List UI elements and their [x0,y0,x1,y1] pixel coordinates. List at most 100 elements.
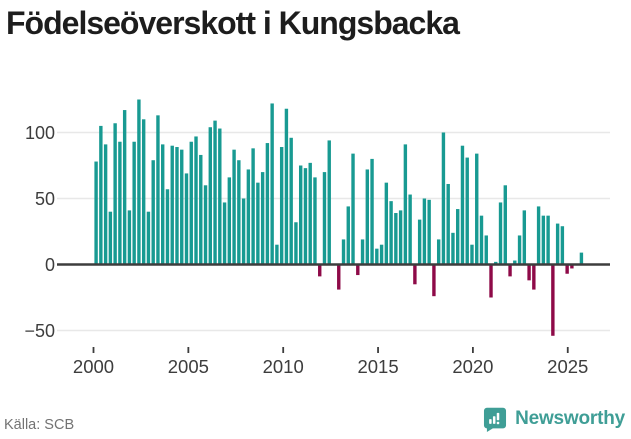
x-axis-label: 2000 [72,356,115,377]
bar [103,144,108,265]
bar [498,202,503,265]
bar [489,264,493,298]
bar [108,211,113,265]
bar [546,215,550,265]
bar [237,160,241,265]
bar [341,239,346,265]
source-note: Källa: SCB [4,417,75,433]
brand-wordmark: Newsworthy [515,408,625,429]
bar [227,177,232,265]
bar [337,264,341,290]
bar [394,213,398,265]
bar [551,264,555,336]
bar [156,115,160,265]
bar [127,210,132,265]
x-ticks-layer [92,347,569,353]
bar [284,108,289,265]
bar [113,123,117,265]
bar [151,160,155,265]
bar [470,244,474,265]
bar [303,168,308,265]
bar [494,261,498,265]
bar [384,182,389,265]
bar [441,132,446,265]
bar [370,158,374,265]
bar [351,153,355,265]
bar [298,165,303,265]
bar [570,264,574,269]
bar [246,169,251,265]
bar [555,223,560,265]
bar [484,235,488,265]
bar [222,202,227,265]
bar [141,119,146,265]
bar [427,199,431,265]
bar [365,169,370,265]
bar [137,99,141,265]
bar [422,198,427,265]
page-title: Födelseöverskott i Kungsbacka [6,5,460,41]
gridlines-layer [57,131,610,332]
bar [208,127,212,265]
bar [313,177,317,265]
y-axis-label: 50 [34,188,55,209]
bar [146,211,151,265]
bar [194,136,198,265]
bar [260,172,265,265]
bar [99,125,103,265]
bar [465,157,469,265]
bar [294,222,298,265]
x-axis-label: 2015 [357,356,399,377]
bar [360,239,365,265]
bar [560,226,565,265]
bar [527,264,531,281]
bar [503,185,507,265]
bar [189,141,193,265]
bar [327,140,331,265]
bar [346,206,350,265]
bar [417,219,422,265]
bar [318,264,322,277]
bar [536,206,541,265]
bar [161,144,165,265]
y-axis-label: −50 [24,320,55,341]
brand-link[interactable]: Newsworthy [483,403,625,435]
bar [379,244,384,265]
bar [94,161,98,265]
bar [508,264,512,277]
bar [579,252,584,265]
bar [308,162,312,265]
bar [356,264,360,276]
bar [170,145,174,265]
x-axis-label: 2010 [262,356,304,377]
bars-layer [94,99,584,336]
bar [165,189,170,265]
bar [256,182,260,265]
bar [175,147,179,265]
bar [132,141,136,265]
bar [232,149,236,265]
bar [203,185,208,265]
bar [289,137,293,265]
bar [180,149,184,265]
bar [122,110,127,265]
bar [218,128,222,265]
bar [517,235,522,265]
bar [541,215,546,265]
bar [513,260,517,265]
bar [265,143,270,265]
bar [199,154,203,265]
bar [522,210,527,265]
bar [375,248,379,265]
bar [398,210,403,265]
bar [479,215,484,265]
bar [389,201,393,265]
bar [432,264,436,297]
bar [460,145,465,265]
bar [565,264,569,274]
newsworthy-logo-icon [484,407,507,432]
bar [532,264,536,290]
bar [251,148,255,265]
